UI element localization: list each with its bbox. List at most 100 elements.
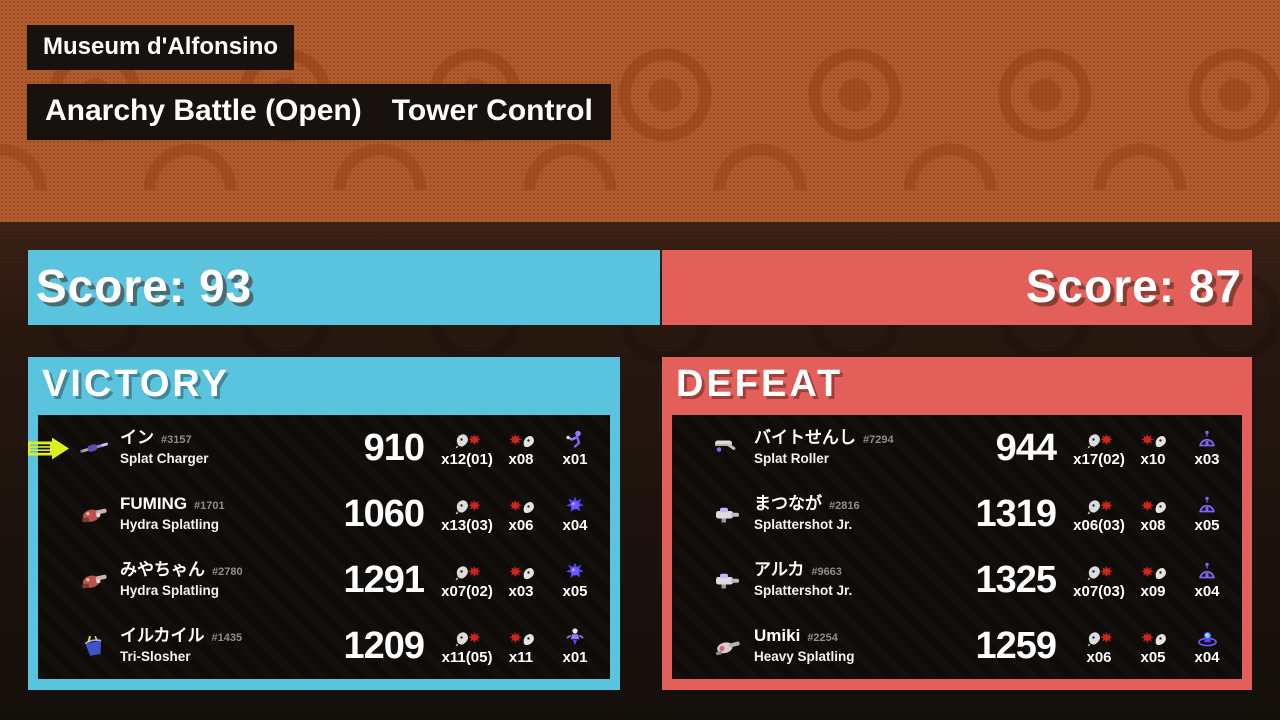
turf-points: 1060 (343, 492, 425, 535)
player-number: #1435 (211, 632, 243, 644)
splats-count: x06(03) (1073, 516, 1125, 534)
score-value: 87 (1188, 260, 1242, 312)
deaths-count: x03 (508, 582, 534, 600)
player-name: まつなが (754, 494, 822, 513)
special-weapon-icon (548, 627, 602, 648)
score-label: Score: (1025, 260, 1176, 312)
player-row: バイトせんし #7294 Splat Roller 944 x17(02) x10… (672, 415, 1242, 481)
player-weapon-name: Hydra Splatling (120, 517, 220, 532)
deaths-icon (1126, 495, 1180, 516)
splats-count: x13(03) (441, 516, 493, 534)
weapon-icon (72, 502, 116, 526)
score-bar-defeat: Score: 87 (662, 250, 1252, 325)
stage-name: Museum d'Alfonsino (27, 25, 295, 70)
specials-count: x03 (1194, 450, 1220, 468)
battle-type: Anarchy Battle (Open) (45, 94, 362, 127)
splats-icon (440, 627, 494, 648)
weapon-icon (706, 436, 750, 460)
deaths-icon (494, 495, 548, 516)
score-label: Score: (36, 260, 186, 312)
turf-points: 1325 (975, 558, 1057, 601)
deaths-count: x09 (1140, 582, 1166, 600)
player-number: #2780 (212, 566, 243, 578)
player-number: #2816 (829, 500, 860, 512)
special-weapon-icon (1180, 561, 1234, 582)
specials-count: x04 (1194, 582, 1220, 600)
player-weapon-name: Hydra Splatling (120, 583, 220, 598)
turf-points: 1259 (975, 624, 1057, 667)
splats-count: x11(05) (441, 648, 493, 666)
weapon-icon (706, 502, 750, 526)
splats-icon (440, 561, 494, 582)
player-name: イルカイル (120, 626, 205, 645)
victory-panel: VICTORY イン #3157 Splat Charger 910 x12(01… (28, 357, 620, 690)
mode-banner: Anarchy Battle (Open) Tower Control (27, 84, 611, 140)
splats-icon (1072, 495, 1126, 516)
player-number: #2254 (807, 632, 838, 644)
deaths-icon (494, 561, 548, 582)
deaths-icon (494, 627, 548, 648)
special-weapon-icon (548, 561, 602, 582)
splats-icon (1072, 561, 1126, 582)
deaths-icon (1126, 627, 1180, 648)
splats-icon (1072, 627, 1126, 648)
special-weapon-icon (1180, 627, 1234, 648)
specials-count: x05 (1194, 516, 1220, 534)
player-weapon-name: Heavy Splatling (754, 649, 855, 664)
player-number: #9663 (811, 566, 842, 578)
deaths-count: x05 (1140, 648, 1166, 666)
deaths-count: x10 (1140, 450, 1166, 468)
player-row: アルカ #9663 Splattershot Jr. 1325 x07(03) x… (672, 547, 1242, 613)
player-row: みやちゃん #2780 Hydra Splatling 1291 x07(02) … (38, 547, 610, 613)
weapon-icon (72, 436, 116, 460)
specials-count: x04 (562, 516, 588, 534)
specials-count: x04 (1194, 648, 1220, 666)
player-number: #7294 (863, 434, 894, 446)
deaths-count: x06 (508, 516, 534, 534)
splats-icon (440, 495, 494, 516)
player-row: FUMING #1701 Hydra Splatling 1060 x13(03)… (38, 481, 610, 547)
deaths-icon (1126, 561, 1180, 582)
deaths-icon (1126, 429, 1180, 450)
turf-points: 1291 (343, 558, 425, 601)
special-weapon-icon (1180, 429, 1234, 450)
specials-count: x01 (562, 450, 588, 468)
splats-icon (1072, 429, 1126, 450)
player-number: #1701 (194, 500, 225, 512)
specials-count: x05 (562, 582, 588, 600)
player-weapon-name: Splat Charger (120, 451, 209, 466)
player-weapon-name: Splattershot Jr. (754, 583, 853, 598)
turf-points: 1209 (343, 624, 425, 667)
player-weapon-name: Splat Roller (754, 451, 830, 466)
turf-points: 910 (363, 426, 425, 469)
player-row: Umiki #2254 Heavy Splatling 1259 x06 x05 … (672, 613, 1242, 679)
deaths-count: x08 (1140, 516, 1166, 534)
defeat-panel: DEFEAT バイトせんし #7294 Splat Roller 944 x17(… (662, 357, 1252, 690)
player-weapon-name: Splattershot Jr. (754, 517, 853, 532)
splats-count: x07(02) (441, 582, 493, 600)
player-name: バイトせんし (754, 428, 856, 447)
score-value: 93 (198, 260, 253, 312)
player-row: イン #3157 Splat Charger 910 x12(01) x08 x0… (28, 415, 610, 481)
weapon-icon (72, 568, 116, 592)
deaths-count: x08 (508, 450, 534, 468)
player-row: イルカイル #1435 Tri-Slosher 1209 x11(05) x11 … (38, 613, 610, 679)
turf-points: 1319 (975, 492, 1057, 535)
result-label: VICTORY (42, 363, 230, 405)
weapon-icon (706, 634, 750, 658)
score-bar-victory: Score: 93 (28, 250, 660, 325)
weapon-icon (706, 568, 750, 592)
battle-rule: Tower Control (391, 94, 593, 127)
you-indicator-arrow (28, 437, 70, 465)
splats-count: x12(01) (441, 450, 493, 468)
result-label: DEFEAT (676, 363, 844, 405)
player-name: イン (120, 428, 154, 447)
player-name: Umiki (754, 626, 801, 645)
player-name: みやちゃん (120, 560, 205, 579)
player-number: #3157 (161, 434, 192, 446)
splats-count: x06 (1086, 648, 1112, 666)
victory-roster: イン #3157 Splat Charger 910 x12(01) x08 x0… (28, 415, 610, 679)
turf-points: 944 (995, 426, 1057, 469)
deaths-count: x11 (508, 648, 534, 666)
